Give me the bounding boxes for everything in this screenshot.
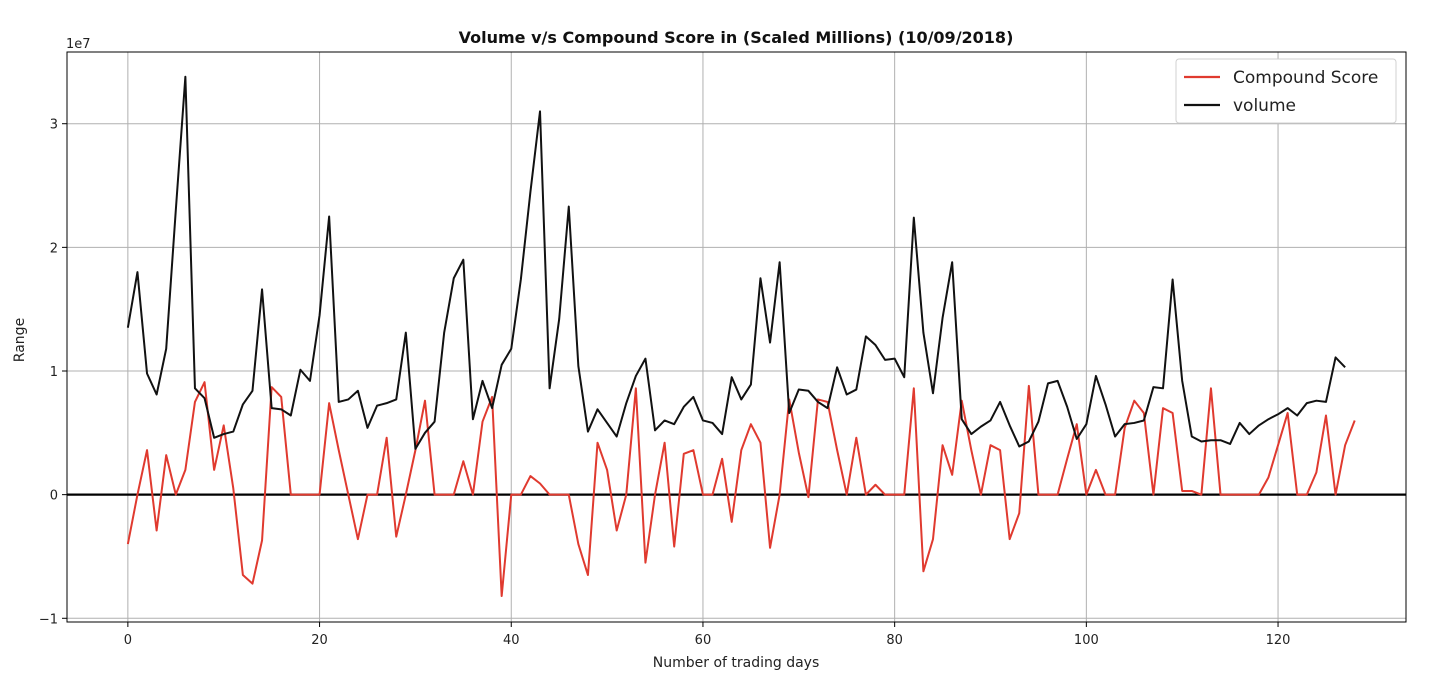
y-offset-label: 1e7 bbox=[66, 37, 91, 52]
y-tick-label: 0 bbox=[50, 489, 58, 504]
y-tick-label: 3 bbox=[50, 118, 58, 133]
x-tick-label: 40 bbox=[503, 633, 520, 648]
x-tick-label: 0 bbox=[124, 633, 132, 648]
plot-area bbox=[66, 51, 1407, 623]
legend: Compound Score volume bbox=[1175, 58, 1397, 124]
axis-ticks: 0 20 40 60 80 100 120 −1 0 1 2 3 bbox=[39, 118, 1291, 648]
y-tick-label: 2 bbox=[50, 241, 58, 256]
x-tick-label: 60 bbox=[695, 633, 712, 648]
x-axis-title: Number of trading days bbox=[653, 655, 820, 671]
y-axis-title: Range bbox=[12, 318, 28, 362]
y-tick-label: 1 bbox=[50, 365, 58, 380]
series-line-compound-score bbox=[126, 381, 1356, 598]
series-layer bbox=[126, 75, 1356, 598]
legend-label-compound-score: Compound Score bbox=[1233, 68, 1378, 88]
series-line-volume bbox=[126, 75, 1346, 450]
chart-title: Volume v/s Compound Score in (Scaled Mil… bbox=[459, 28, 1014, 47]
x-tick-label: 80 bbox=[886, 633, 903, 648]
x-tick-label: 20 bbox=[311, 633, 328, 648]
x-tick-label: 100 bbox=[1074, 633, 1099, 648]
grid-lines bbox=[67, 52, 1406, 622]
y-tick-label: −1 bbox=[39, 612, 58, 627]
legend-label-volume: volume bbox=[1233, 96, 1296, 116]
legend-box bbox=[1175, 58, 1397, 124]
x-tick-label: 120 bbox=[1266, 633, 1291, 648]
